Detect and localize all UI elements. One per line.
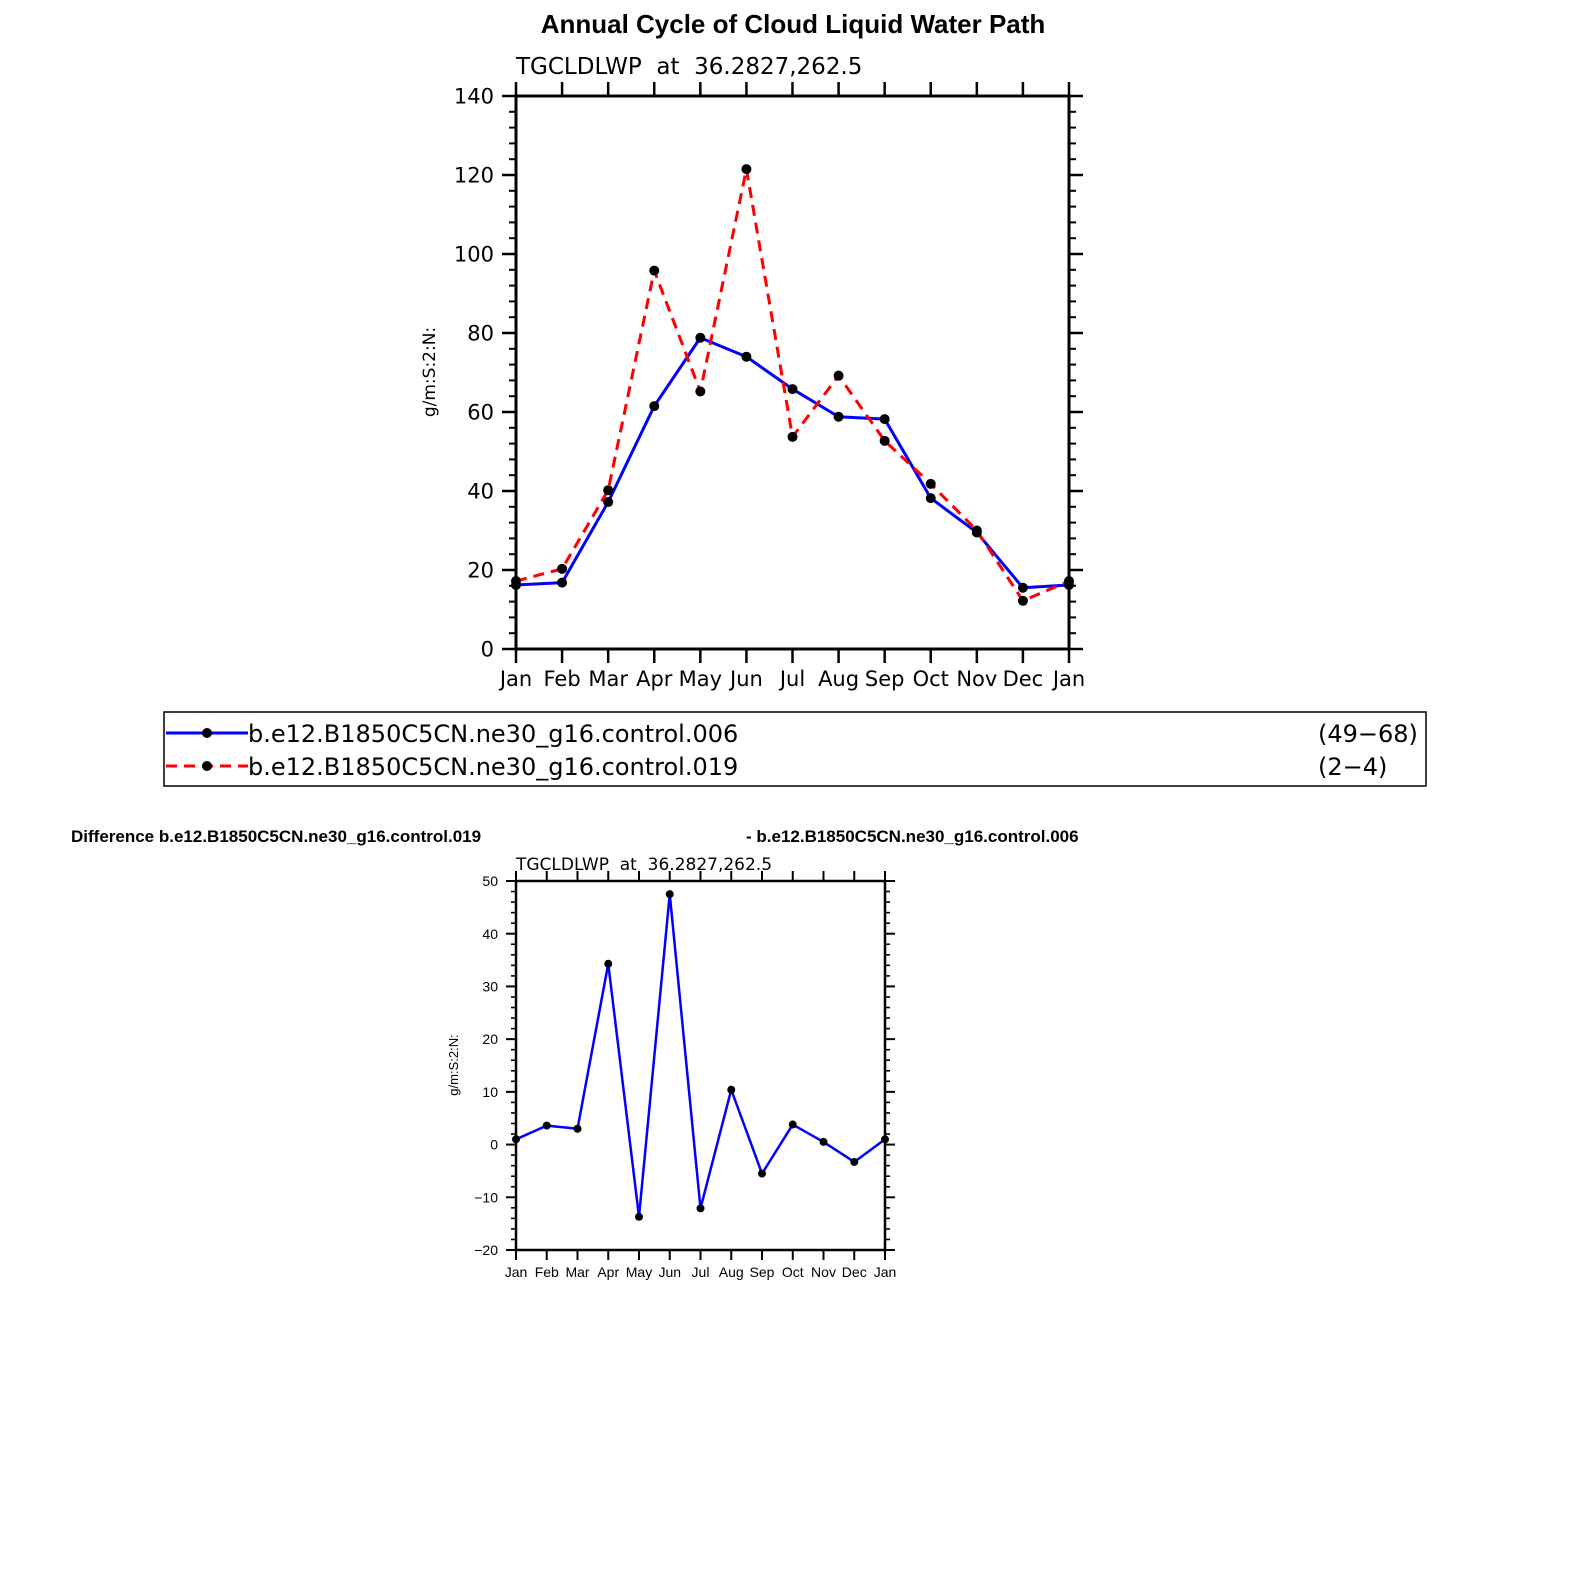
top-chart-x-tick-label: Sep [865,667,905,691]
top-chart-data-point [925,478,936,489]
difference-chart-y-tick-label: 0 [490,1137,498,1153]
top-chart-data-point [833,411,844,422]
legend-label-control-006: b.e12.B1850C5CN.ne30_g16.control.006 [248,720,738,748]
top-chart-y-tick-label: 120 [454,164,494,188]
difference-chart-x-tick-label: Feb [535,1264,559,1280]
top-chart-x-tick-label: Aug [818,667,859,691]
top-chart-data-point [879,414,890,425]
top-chart-data-point [649,401,660,412]
difference-chart-x-tick-label: Apr [597,1264,619,1280]
top-chart-x-tick-label: Oct [913,667,949,691]
top-chart-data-point [971,525,982,536]
difference-chart-data-point [665,890,674,899]
top-chart-y-tick-label: 140 [454,85,494,109]
legend-box [163,711,1427,787]
figure-title: Annual Cycle of Cloud Liquid Water Path [541,9,1046,39]
top-chart-x-tick-label: Jul [778,667,805,691]
difference-chart-y-tick-label: 10 [482,1084,498,1100]
top-chart-x-tick-label: Mar [588,667,628,691]
legend-range-control-006: (49−68) [1318,720,1418,748]
top-chart: TGCLDLWP at 36.2827,262.5 g/m:S:2:N: Jan… [420,54,1085,691]
difference-chart-x-tick-label: Nov [811,1264,836,1280]
difference-chart-data-point [604,959,613,968]
difference-chart-data-point [573,1124,582,1133]
top-chart-y-tick-label: 40 [467,480,494,504]
top-chart-x-tick-label: May [679,667,722,691]
difference-chart: TGCLDLWP at 36.2827,262.5 g/m:S:2:N: Jan… [446,855,896,1280]
top-chart-data-point [603,485,614,496]
difference-title-left: Difference b.e12.B1850C5CN.ne30_g16.cont… [71,827,481,846]
top-chart-data-point [879,435,890,446]
difference-chart-data-point [758,1169,766,1178]
top-chart-data-point [741,164,752,175]
top-chart-data-point [741,351,752,362]
difference-chart-y-tick-label: −20 [474,1242,498,1258]
top-chart-x-tick-label: Feb [543,667,580,691]
difference-chart-x-tick-label: Dec [842,1264,867,1280]
top-chart-data-point [649,265,660,276]
top-chart-y-tick-label: 80 [467,322,494,346]
top-chart-x-tick-label: Jun [728,667,763,691]
difference-chart-subtitle: TGCLDLWP at 36.2827,262.5 [515,855,772,875]
difference-chart-x-tick-label: May [626,1264,652,1280]
difference-chart-data-point [727,1085,736,1094]
legend-marker-control-019 [202,761,212,771]
top-chart-y-tick-label: 20 [467,559,494,583]
top-chart-y-tick-label: 60 [467,401,494,425]
top-chart-ylabel: g/m:S:2:N: [420,327,440,417]
difference-chart-data-point [696,1204,705,1213]
top-chart-x-tick-label: Nov [956,667,997,691]
top-chart-x-tick-label: Apr [636,667,673,691]
difference-chart-data-point [635,1212,643,1221]
difference-chart-x-tick-label: Jan [874,1264,897,1280]
top-chart-data-point [1017,582,1028,593]
top-chart-data-point [557,577,568,588]
legend-marker-control-006 [202,728,212,738]
difference-chart-y-tick-label: 50 [482,873,498,889]
difference-chart-y-tick-label: 20 [482,1031,498,1047]
top-chart-data-point [787,384,798,395]
top-chart-data-point [695,332,706,343]
legend-range-control-019: (2−4) [1318,753,1387,781]
difference-chart-x-tick-label: Oct [782,1264,804,1280]
top-chart-y-tick-label: 100 [454,243,494,267]
difference-chart-x-tick-label: Jul [692,1264,710,1280]
difference-chart-x-tick-label: Aug [719,1264,744,1280]
top-chart-x-tick-label: Jan [1051,667,1085,691]
top-chart-data-point [695,386,706,397]
difference-chart-y-tick-label: 30 [482,978,498,994]
top-chart-data-point [603,497,614,508]
difference-chart-x-tick-label: Jan [505,1264,528,1280]
difference-chart-data-point [819,1137,828,1146]
top-chart-frame [514,94,1071,651]
top-chart-data-point [833,370,844,381]
legend: b.e12.B1850C5CN.ne30_g16.control.006 (49… [163,711,1427,787]
top-chart-data-point [1017,595,1028,606]
difference-chart-ylabel: g/m:S:2:N: [446,1034,461,1095]
difference-chart-x-tick-label: Jun [658,1264,681,1280]
top-chart-data-point [557,563,568,574]
difference-chart-data-point [542,1121,551,1130]
top-chart-subtitle: TGCLDLWP at 36.2827,262.5 [515,54,862,80]
difference-chart-x-tick-label: Mar [565,1264,589,1280]
top-chart-data-point [787,431,798,442]
top-chart-x-tick-label: Dec [1003,667,1044,691]
top-chart-x-tick-label: Jan [498,667,532,691]
difference-chart-data-point [850,1157,859,1166]
top-chart-data-point [925,493,936,504]
difference-chart-data-point [788,1120,797,1129]
difference-chart-y-tick-label: 40 [482,926,498,942]
difference-chart-frame [514,879,887,1252]
difference-title-right: - b.e12.B1850C5CN.ne30_g16.control.006 [746,827,1079,846]
top-chart-y-tick-label: 0 [481,638,494,662]
difference-chart-x-tick-label: Sep [750,1264,775,1280]
legend-label-control-019: b.e12.B1850C5CN.ne30_g16.control.019 [248,753,738,781]
difference-chart-y-tick-label: −10 [474,1189,498,1205]
